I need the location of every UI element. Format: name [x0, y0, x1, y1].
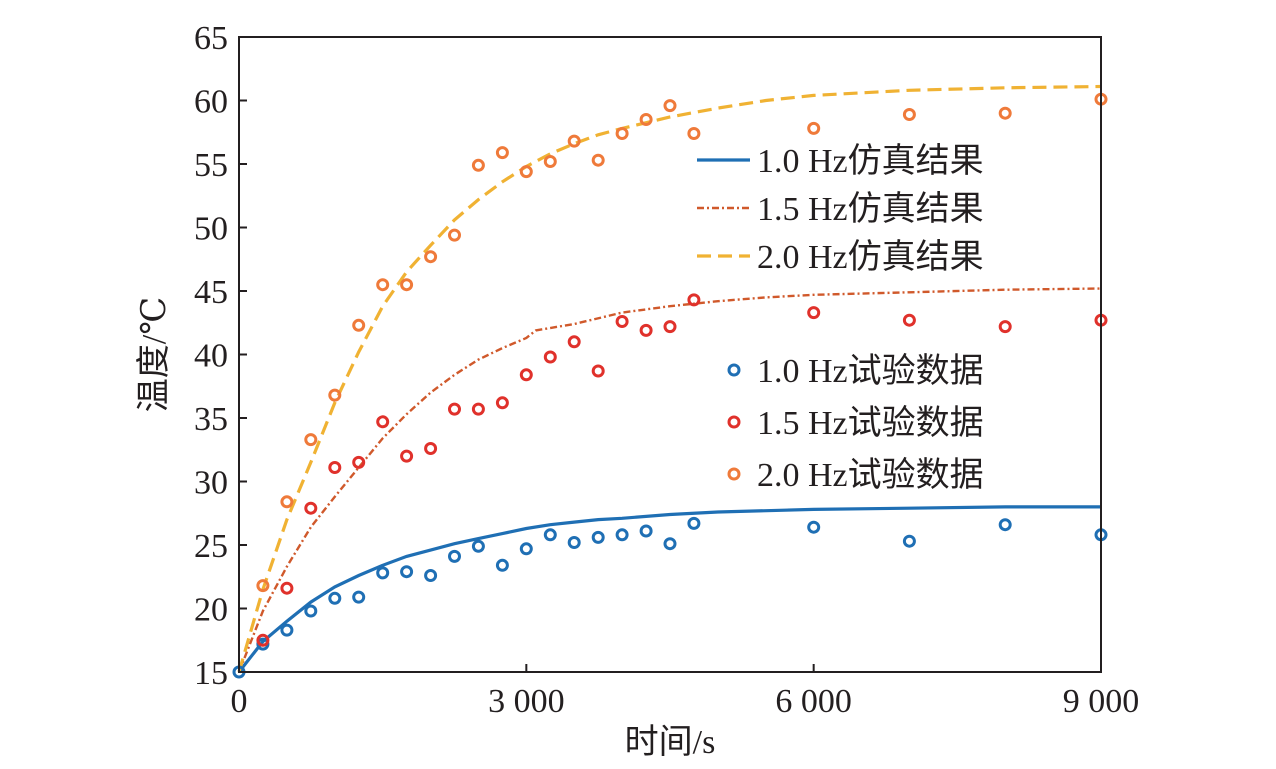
legend-line-label: 2.0 Hz仿真结果	[757, 238, 984, 276]
legend-marker-swatch	[727, 467, 741, 481]
data-point-series-3	[424, 250, 438, 264]
data-point-series-2	[424, 442, 438, 455]
data-point-series-1	[471, 539, 485, 553]
data-point-series-1	[328, 591, 342, 605]
data-point-series-1	[902, 534, 916, 548]
data-point-series-2	[495, 396, 509, 410]
simulation-lines	[237, 84, 1102, 673]
x-tick-label: 0	[231, 683, 248, 720]
y-tick-label: 25	[194, 528, 228, 565]
data-point-series-3	[328, 388, 342, 402]
y-tick-label: 15	[194, 655, 228, 692]
data-point-series-1	[807, 520, 821, 534]
data-point-series-2	[352, 455, 366, 469]
data-point-series-1	[543, 528, 557, 542]
data-point-series-3	[998, 106, 1012, 120]
data-point-series-1	[687, 516, 701, 530]
data-point-series-3	[615, 127, 629, 140]
data-point-series-2	[328, 461, 342, 474]
data-point-series-2	[304, 501, 318, 515]
data-point-series-3	[591, 153, 605, 167]
data-point-series-2	[567, 335, 581, 349]
data-point-series-1	[998, 518, 1012, 532]
data-point-series-2	[998, 320, 1012, 334]
series-line-3	[237, 84, 1102, 673]
legend-marker-label: 1.0 Hz试验数据	[757, 352, 984, 390]
data-point-series-2	[543, 350, 557, 364]
legend-marker-label: 1.5 Hz试验数据	[757, 404, 984, 442]
y-tick-label: 35	[194, 401, 228, 438]
legend-marker-swatch	[727, 415, 741, 429]
data-point-series-3	[902, 108, 916, 121]
data-point-series-2	[615, 315, 629, 328]
experiment-points	[232, 92, 1108, 679]
data-point-series-3	[256, 579, 270, 593]
data-point-series-3	[376, 278, 390, 292]
y-tick-label: 60	[194, 84, 228, 121]
data-point-series-3	[543, 155, 557, 168]
data-point-series-3	[304, 433, 318, 447]
data-point-series-2	[639, 323, 653, 337]
data-point-series-2	[400, 449, 414, 463]
data-point-series-1	[567, 536, 581, 549]
data-point-series-1	[424, 569, 438, 582]
y-tick-label: 20	[194, 592, 228, 629]
y-tick-label: 55	[194, 147, 228, 184]
axes: 15 20 25 30 35 40 45 50 55 60 65 0 3 000 6 000 9 000	[194, 20, 1139, 720]
data-point-series-1	[400, 565, 414, 579]
y-tick-label: 40	[194, 338, 228, 375]
legend-marker-label: 2.0 Hz试验数据	[757, 456, 984, 494]
legend-line-label: 1.0 Hz仿真结果	[757, 142, 984, 180]
data-point-series-1	[615, 528, 629, 542]
data-point-series-2	[280, 581, 294, 595]
data-point-series-2	[663, 320, 677, 334]
y-tick-label: 30	[194, 465, 228, 502]
data-point-series-1	[663, 537, 677, 551]
data-point-series-2	[687, 293, 701, 307]
data-point-series-2	[448, 402, 461, 416]
y-axis-label: 温度/℃	[135, 297, 173, 412]
data-point-series-2	[902, 313, 916, 327]
y-tick-label: 45	[194, 274, 228, 311]
data-point-series-3	[663, 99, 677, 113]
data-point-series-1	[304, 604, 318, 618]
data-point-series-1	[280, 623, 294, 637]
data-point-series-2	[519, 368, 533, 382]
data-point-series-3	[519, 165, 533, 179]
data-point-series-3	[352, 318, 366, 332]
legend: 1.0 Hz仿真结果 1.5 Hz仿真结果 2.0 Hz仿真结果 1.0 Hz试验数据…	[697, 142, 984, 494]
data-point-series-3	[495, 146, 509, 160]
x-tick-label: 3 000	[488, 683, 565, 720]
data-point-series-2	[256, 633, 270, 647]
data-point-series-3	[687, 127, 701, 140]
data-point-series-1	[591, 530, 605, 544]
data-point-series-2	[591, 364, 605, 378]
data-point-series-3	[807, 121, 821, 135]
data-point-series-2	[471, 402, 485, 416]
data-point-series-3	[400, 278, 414, 292]
y-tick-label: 65	[194, 20, 228, 57]
x-axis-label: 时间/s	[625, 724, 716, 761]
data-point-series-3	[448, 228, 461, 242]
data-point-series-3	[280, 495, 294, 509]
data-point-series-1	[448, 549, 461, 563]
data-point-series-3	[567, 134, 581, 148]
data-point-series-2	[807, 306, 821, 320]
x-tick-label: 6 000	[775, 683, 852, 720]
legend-marker-swatch	[727, 363, 741, 377]
data-point-series-1	[519, 542, 533, 556]
data-point-series-1	[639, 524, 653, 538]
data-point-series-1	[376, 566, 390, 580]
data-point-series-3	[471, 158, 485, 172]
data-point-series-2	[376, 415, 390, 429]
data-point-series-1	[495, 558, 509, 572]
y-tick-label: 50	[194, 211, 228, 248]
data-point-series-1	[352, 590, 366, 604]
series-line-1	[237, 505, 1101, 673]
data-point-series-3	[639, 113, 653, 126]
legend-line-label: 1.5 Hz仿真结果	[757, 190, 984, 228]
x-tick-label: 9 000	[1063, 683, 1140, 720]
